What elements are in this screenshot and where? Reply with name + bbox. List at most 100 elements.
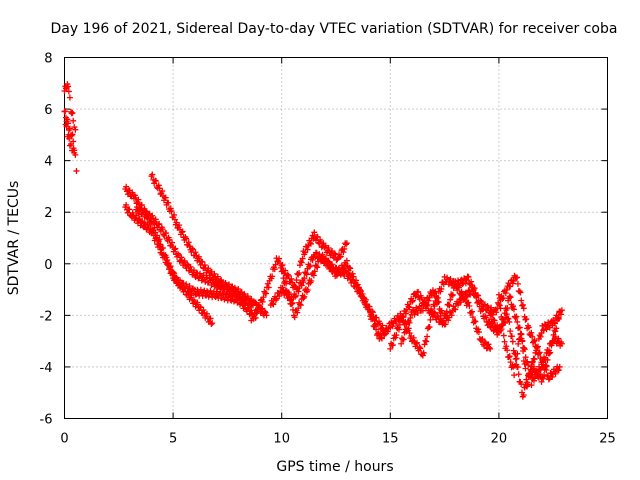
data-point — [66, 135, 73, 142]
data-point — [389, 323, 396, 330]
data-point — [178, 229, 185, 236]
data-point — [428, 305, 435, 312]
data-point — [186, 282, 193, 289]
data-point — [346, 271, 353, 278]
data-point — [153, 178, 160, 185]
data-point — [356, 286, 363, 293]
data-point — [548, 340, 555, 347]
x-tick-label: 15 — [382, 432, 399, 447]
data-point — [369, 309, 376, 316]
data-point — [62, 108, 69, 115]
data-point — [265, 284, 272, 291]
data-point — [457, 299, 464, 306]
data-point — [343, 240, 350, 247]
data-point — [163, 229, 170, 236]
data-point — [404, 325, 411, 332]
data-point — [522, 354, 529, 361]
data-point — [369, 308, 376, 315]
data-point — [329, 261, 336, 268]
data-point — [203, 310, 210, 317]
data-series — [248, 229, 350, 324]
data-point — [407, 315, 414, 321]
data-point — [225, 281, 232, 288]
data-point — [161, 253, 168, 260]
data-point — [520, 392, 527, 399]
data-point — [406, 330, 413, 337]
data-point — [306, 263, 313, 270]
data-point — [516, 324, 523, 331]
data-point — [504, 305, 511, 312]
data-point — [525, 362, 532, 369]
data-point — [547, 349, 554, 356]
data-point — [534, 343, 541, 350]
data-point — [181, 257, 188, 264]
data-point — [164, 256, 171, 263]
data-point — [433, 294, 440, 301]
data-point — [400, 314, 407, 321]
data-point — [511, 372, 518, 379]
data-point — [155, 182, 162, 189]
data-point — [310, 272, 317, 279]
data-point — [398, 340, 405, 347]
data-point — [313, 263, 320, 270]
data-point — [294, 309, 301, 316]
chart-title: Day 196 of 2021, Sidereal Day-to-day VTE… — [51, 21, 618, 37]
data-point — [70, 145, 77, 152]
data-point — [379, 322, 386, 329]
data-point — [515, 340, 522, 347]
data-point — [530, 363, 537, 370]
data-point — [417, 345, 424, 352]
data-point — [508, 333, 515, 340]
data-point — [449, 291, 456, 298]
data-point — [172, 245, 179, 252]
data-point — [171, 246, 178, 253]
data-point — [531, 356, 538, 363]
data-point — [420, 349, 427, 356]
data-point — [298, 282, 305, 289]
data-point — [422, 337, 429, 344]
data-point — [486, 344, 493, 351]
data-point — [505, 354, 512, 361]
data-point — [423, 338, 430, 345]
data-point — [514, 350, 521, 357]
data-point — [384, 328, 391, 335]
data-point — [214, 273, 221, 280]
data-point — [554, 315, 561, 322]
data-point — [475, 297, 482, 304]
y-tick-label: 2 — [44, 206, 52, 221]
data-point — [442, 321, 449, 328]
data-point — [549, 374, 556, 381]
data-point — [200, 307, 207, 314]
data-point — [293, 277, 300, 284]
data-point — [143, 208, 150, 215]
data-point — [506, 293, 513, 300]
data-point — [481, 302, 488, 309]
data-point — [510, 347, 517, 354]
data-points — [61, 81, 565, 400]
data-point — [183, 235, 190, 242]
data-point — [448, 312, 455, 319]
data-point — [497, 305, 504, 312]
data-point — [73, 167, 80, 174]
data-point — [504, 347, 511, 354]
data-point — [167, 263, 174, 270]
data-point — [413, 340, 420, 347]
data-point — [485, 341, 492, 348]
data-point — [463, 277, 470, 284]
data-point — [328, 249, 335, 256]
data-point — [511, 362, 518, 369]
data-point — [517, 330, 524, 337]
data-point — [285, 289, 292, 296]
data-point — [153, 235, 160, 242]
data-point — [424, 333, 431, 340]
data-point — [235, 286, 242, 293]
data-point — [399, 317, 406, 324]
y-tick-label: 4 — [44, 155, 52, 170]
data-point — [515, 371, 522, 378]
data-point — [269, 300, 276, 307]
data-point — [518, 335, 525, 342]
data-point — [450, 303, 457, 310]
data-point — [295, 305, 302, 312]
data-point — [519, 338, 526, 345]
data-point — [279, 262, 286, 269]
